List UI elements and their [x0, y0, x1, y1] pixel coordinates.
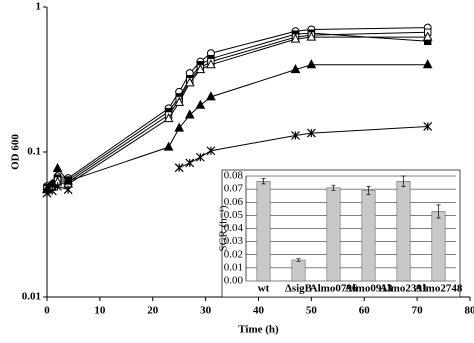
y-tick-label: 0.04 [224, 222, 244, 234]
marker [422, 59, 433, 69]
bar [396, 181, 411, 282]
marker [306, 59, 317, 69]
marker [174, 163, 184, 173]
error-bar [331, 184, 336, 191]
y-tick-label: 0.01 [22, 291, 41, 303]
y-axis-title: OD 600 [10, 134, 22, 170]
series-line [46, 36, 428, 191]
y-tick-label: 0.01 [224, 261, 243, 273]
error-bar [366, 186, 371, 195]
marker [184, 77, 195, 87]
marker [291, 131, 300, 140]
y-tick-label: 0.1 [27, 146, 41, 158]
marker [163, 113, 174, 123]
marker [63, 175, 73, 185]
error-bar [436, 204, 441, 219]
x-tick-label: 80 [465, 305, 474, 317]
error-bar [401, 175, 406, 187]
bar [256, 181, 271, 282]
error-bar [296, 258, 301, 262]
marker [184, 109, 195, 119]
marker [306, 31, 317, 41]
y-tick-label: 0.03 [224, 235, 244, 247]
marker [52, 162, 63, 172]
marker [290, 64, 301, 74]
x-tick-label: Almo2391 [380, 283, 428, 295]
marker [195, 152, 205, 162]
series-line [46, 31, 428, 189]
marker [163, 141, 174, 151]
y-axis-title: SGR (h⁻¹) [218, 205, 230, 251]
marker [42, 188, 52, 198]
x-tick-label: Almo0913 [345, 283, 393, 295]
marker [206, 146, 216, 156]
marker [53, 181, 62, 191]
marker [306, 128, 316, 138]
marker [195, 64, 206, 74]
y-tick-label: 1 [36, 1, 42, 13]
marker [63, 185, 73, 195]
marker [290, 33, 301, 43]
marker [185, 158, 195, 168]
x-tick-label: ΔsigB [285, 283, 313, 295]
marker [206, 59, 216, 69]
bar [431, 211, 446, 282]
y-tick-label: 0.02 [224, 248, 243, 260]
bar [291, 259, 306, 282]
marker [174, 96, 185, 106]
marker [174, 122, 185, 132]
bar [361, 190, 376, 282]
x-tick-label: 40 [253, 305, 265, 317]
x-tick-label: 30 [200, 305, 212, 317]
bar [326, 187, 341, 282]
x-tick-label: 70 [412, 305, 424, 317]
x-tick-label: 0 [44, 305, 50, 317]
marker [195, 99, 206, 109]
y-tick-label: 0.05 [224, 209, 244, 221]
x-tick-label: 20 [147, 305, 159, 317]
x-tick-label: Almo0796 [310, 283, 358, 295]
y-tick-label: 0.08 [224, 170, 244, 182]
marker [206, 91, 216, 101]
x-tick-label: 50 [306, 305, 318, 317]
marker [422, 31, 433, 41]
x-tick-label: wt [258, 283, 270, 295]
y-tick-label: 0.00 [224, 275, 244, 287]
x-tick-label: 10 [94, 305, 106, 317]
y-tick-label: 0.06 [224, 196, 244, 208]
x-axis-title: Time (h) [238, 324, 279, 336]
x-tick-label: Almo2748 [415, 283, 463, 295]
marker [423, 122, 433, 131]
y-tick-label: 0.07 [224, 183, 244, 195]
error-bar [261, 178, 266, 185]
x-tick-label: 60 [359, 305, 371, 317]
